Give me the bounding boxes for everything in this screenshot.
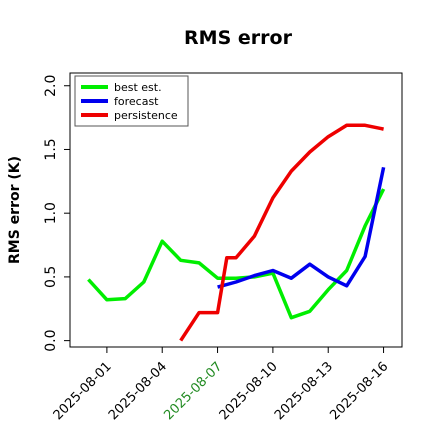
y-axis: 0.0 0.5 1.0 1.5 2.0 — [43, 75, 70, 352]
legend-label: forecast — [114, 95, 159, 108]
plot-area — [69, 72, 403, 348]
x-tick-label: 2025-08-13 — [272, 359, 336, 423]
y-tick-label: 0.5 — [43, 266, 59, 288]
y-tick-label: 0.0 — [43, 329, 59, 351]
x-tick-label: 2025-08-04 — [106, 359, 170, 423]
x-tick-label: 2025-08-07 — [161, 359, 225, 423]
y-axis-label: RMS error (K) — [7, 156, 23, 264]
x-tick-label: 2025-08-16 — [327, 359, 391, 423]
plot-frame — [69, 72, 403, 348]
y-tick-label: 1.5 — [43, 138, 59, 160]
y-tick-label: 2.0 — [43, 75, 59, 97]
legend-label: persistence — [114, 109, 178, 122]
legend-label: best est. — [114, 81, 162, 94]
x-tick-label: 2025-08-10 — [217, 359, 281, 423]
x-tick-label: 2025-08-01 — [51, 359, 115, 423]
y-tick-label: 1.0 — [43, 202, 59, 224]
series-line-forecast — [217, 166, 386, 289]
x-axis: 2025-08-012025-08-042025-08-072025-08-10… — [51, 347, 391, 423]
chart-title: RMS error — [184, 27, 293, 49]
series-line-best-est — [87, 188, 386, 320]
series-line-persistence — [179, 123, 384, 342]
